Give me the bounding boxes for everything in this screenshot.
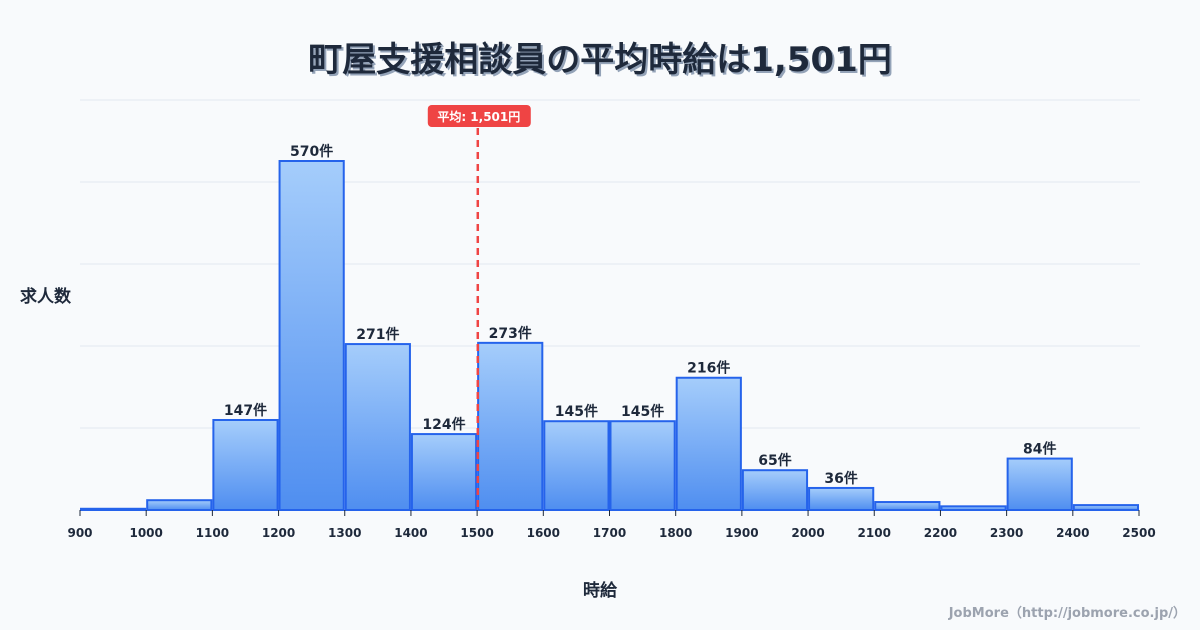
bar-value-label: 271件 xyxy=(356,326,399,343)
x-tick-label: 1500 xyxy=(460,526,493,540)
x-tick-label: 2200 xyxy=(924,526,957,540)
histogram-bar xyxy=(278,160,345,511)
x-tick-label: 2300 xyxy=(990,526,1023,540)
bar-value-label: 145件 xyxy=(555,403,598,420)
mean-badge xyxy=(427,105,531,127)
x-tick-label: 1800 xyxy=(659,526,692,540)
x-axis-label: 時給 xyxy=(583,581,617,601)
histogram-bar xyxy=(808,486,875,511)
histogram-bar xyxy=(212,418,279,512)
bars: 147件 570件 271件 124件 273件 145件 145件 216件 65件 36件 84… xyxy=(80,143,1139,512)
histogram-bar xyxy=(874,501,941,511)
bar-value-label: 145件 xyxy=(621,403,664,420)
histogram-bar xyxy=(344,343,411,511)
x-tick-label: 900 xyxy=(67,526,92,540)
bar-value-label: 216件 xyxy=(687,360,730,377)
histogram-bar xyxy=(1072,504,1139,511)
x-tick-label: 1600 xyxy=(527,526,560,540)
x-tick-label: 1100 xyxy=(196,526,229,540)
x-tick-label: 1700 xyxy=(593,526,626,540)
x-tick-label: 2000 xyxy=(791,526,824,540)
histogram-bar xyxy=(410,433,478,511)
x-axis: 900 1000 1100 1200 1300 1400 1500 1600 1700 1800 1… xyxy=(67,510,1156,540)
histogram-bar xyxy=(1006,457,1073,511)
bar-value-label: 36件 xyxy=(824,470,857,487)
histogram-bar xyxy=(609,420,676,511)
histogram-bar xyxy=(675,376,742,511)
bar-value-label: 570件 xyxy=(290,143,333,160)
x-tick-label: 1300 xyxy=(328,526,361,540)
histogram-bar xyxy=(741,469,809,511)
bar-value-label: 65件 xyxy=(758,452,791,469)
x-tick-label: 1400 xyxy=(394,526,427,540)
bar-value-label: 84件 xyxy=(1023,441,1056,458)
bar-value-label: 124件 xyxy=(422,416,465,433)
mean-badge-label: 平均: 1,501円 xyxy=(437,109,520,124)
grid-lines xyxy=(80,99,1140,429)
histogram-bar xyxy=(543,420,610,511)
bar-value-label: 147件 xyxy=(224,402,267,419)
x-tick-label: 1900 xyxy=(725,526,758,540)
histogram-bar xyxy=(146,499,213,512)
x-tick-label: 1000 xyxy=(129,526,162,540)
histogram-bar xyxy=(80,507,147,512)
x-tick-label: 2500 xyxy=(1122,526,1155,540)
chart-title: 町屋支援相談員の平均時給は1,501円 xyxy=(308,40,892,80)
source-credit: JobMore（http://jobmore.co.jp/） xyxy=(948,606,1186,621)
x-tick-label: 2400 xyxy=(1056,526,1089,540)
mean-marker: 平均: 1,501円 xyxy=(427,105,531,510)
histogram-bar xyxy=(940,505,1007,512)
bar-value-label: 273件 xyxy=(489,325,532,342)
histogram-bar xyxy=(477,341,544,512)
x-tick-label: 2100 xyxy=(858,526,891,540)
x-tick-label: 1200 xyxy=(262,526,295,540)
y-axis-label: 求人数 xyxy=(20,287,71,307)
